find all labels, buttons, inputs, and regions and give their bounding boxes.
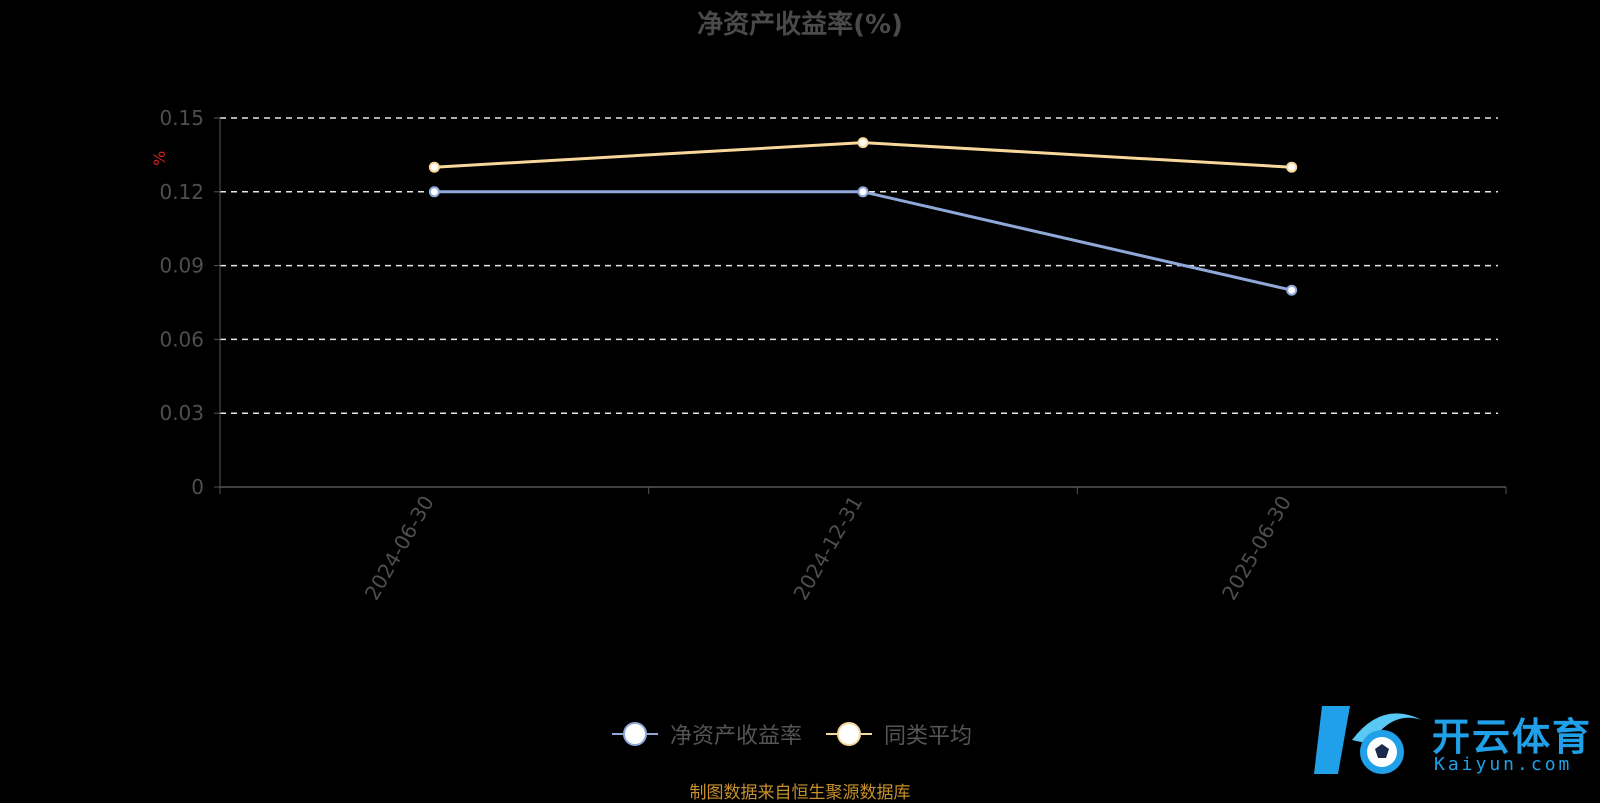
data-point-roe [857, 186, 869, 198]
data-point-roe [428, 186, 440, 198]
legend-marker-roe-icon [612, 722, 658, 746]
legend-marker-peer-average-icon [826, 722, 873, 746]
grid-layer [220, 117, 1498, 414]
data-point-peer-average [1286, 161, 1298, 173]
data-point-peer-average [857, 137, 869, 149]
data-point-roe [1286, 284, 1298, 296]
logo-text: 开云体育 [1432, 715, 1593, 759]
series-line-roe [434, 190, 1293, 292]
legend-item-roe[interactable]: 净资产收益率 [610, 718, 802, 750]
legend-label-peer-average: 同类平均 [884, 724, 973, 749]
x-tick-label: 2025-06-30 [1217, 492, 1296, 605]
x-tick-label: 2024-06-30 [360, 492, 439, 605]
y-tick-label: 0.09 [159, 254, 204, 278]
y-tick-label: 0 [191, 475, 204, 499]
y-axis-unit-label: % [150, 151, 169, 166]
chart-title: 净资产收益率(%) [697, 10, 903, 40]
y-tick-label: 0.06 [159, 327, 204, 351]
chart-legend: 净资产收益率 同类平均 [610, 718, 972, 750]
logo-subtext: Kaiyun.com [1434, 754, 1573, 775]
axis-layer: 0 0.03 0.06 0.09 0.12 0.15 2024-06-30 2024-12-3… [159, 106, 1507, 605]
kaiyun-logo-icon [1314, 706, 1422, 774]
line-chart: 0 0.03 0.06 0.09 0.12 0.15 2024-06-30 2024-12-3… [150, 106, 1507, 605]
series-layer [428, 137, 1298, 296]
y-tick-label: 0.12 [159, 180, 204, 204]
y-tick-label: 0.15 [159, 106, 204, 130]
data-point-peer-average [428, 161, 440, 173]
y-tick-label: 0.03 [159, 401, 204, 425]
data-source-note: 制图数据来自恒生聚源数据库 [689, 783, 911, 803]
legend-label-roe: 净资产收益率 [670, 724, 803, 749]
legend-item-peer-average[interactable]: 同类平均 [824, 718, 972, 750]
x-tick-label: 2024-12-31 [788, 492, 867, 605]
